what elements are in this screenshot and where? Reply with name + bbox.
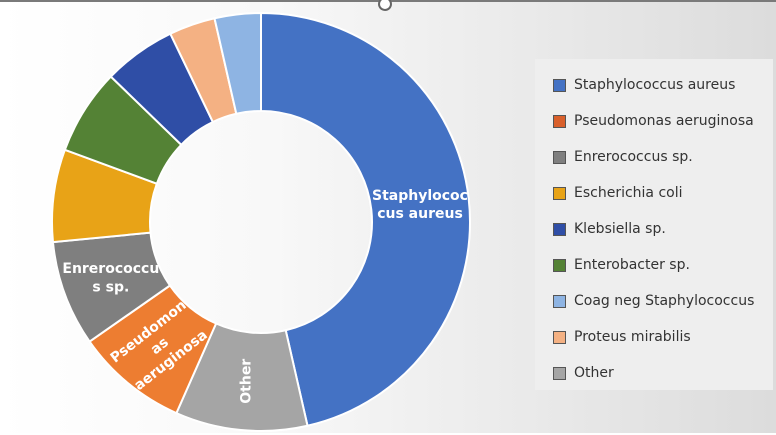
legend-label: Proteus mirabilis bbox=[574, 329, 691, 345]
slice-coag-neg-staphylococcus[interactable] bbox=[213, 11, 262, 115]
legend-label: Staphylococcus aureus bbox=[574, 77, 736, 93]
legend-swatch bbox=[553, 114, 566, 128]
legend-swatch bbox=[553, 258, 566, 272]
legend-label: Pseudomonas aeruginosa bbox=[574, 113, 754, 129]
legend-item-proteus-mirabilis[interactable]: Proteus mirabilis bbox=[553, 319, 773, 355]
legend-label: Enrerococcus sp. bbox=[574, 149, 693, 165]
legend-item-coag-neg-staphylococcus[interactable]: Coag neg Staphylococcus bbox=[553, 283, 773, 319]
slice-label-other: Other bbox=[239, 359, 255, 404]
legend-item-klebsiella-sp[interactable]: Klebsiella sp. bbox=[553, 211, 773, 247]
legend-item-escherichia-coli[interactable]: Escherichia coli bbox=[553, 175, 773, 211]
slice-label-staphylococcus-aureus: Staphylococ cus aureus bbox=[372, 188, 468, 222]
legend-swatch bbox=[553, 294, 566, 308]
legend-item-enrerococcus-sp[interactable]: Enrerococcus sp. bbox=[553, 139, 773, 175]
legend-item-pseudomonas-aeruginosa[interactable]: Pseudomonas aeruginosa bbox=[553, 103, 773, 139]
legend-label: Other bbox=[574, 365, 614, 381]
legend-label: Escherichia coli bbox=[574, 185, 683, 201]
slice-label-enrerococcus-sp: Enrerococcu s sp. bbox=[62, 261, 159, 295]
legend-label: Enterobacter sp. bbox=[574, 257, 690, 273]
slice-staphylococcus-aureus[interactable] bbox=[260, 11, 471, 427]
legend-swatch bbox=[553, 78, 566, 92]
legend-item-other[interactable]: Other bbox=[553, 355, 773, 391]
legend-item-staphylococcus-aureus[interactable]: Staphylococcus aureus bbox=[553, 67, 773, 103]
legend-label: Coag neg Staphylococcus bbox=[574, 293, 755, 309]
legend: Staphylococcus aureus Pseudomonas aerugin… bbox=[535, 59, 773, 390]
legend-label: Klebsiella sp. bbox=[574, 221, 666, 237]
legend-swatch bbox=[553, 330, 566, 344]
resize-handle[interactable] bbox=[378, 0, 392, 11]
legend-item-enterobacter-sp[interactable]: Enterobacter sp. bbox=[553, 247, 773, 283]
legend-swatch bbox=[553, 150, 566, 164]
legend-swatch bbox=[553, 186, 566, 200]
legend-swatch bbox=[553, 222, 566, 236]
slices-group bbox=[51, 11, 471, 432]
legend-swatch bbox=[553, 366, 566, 380]
